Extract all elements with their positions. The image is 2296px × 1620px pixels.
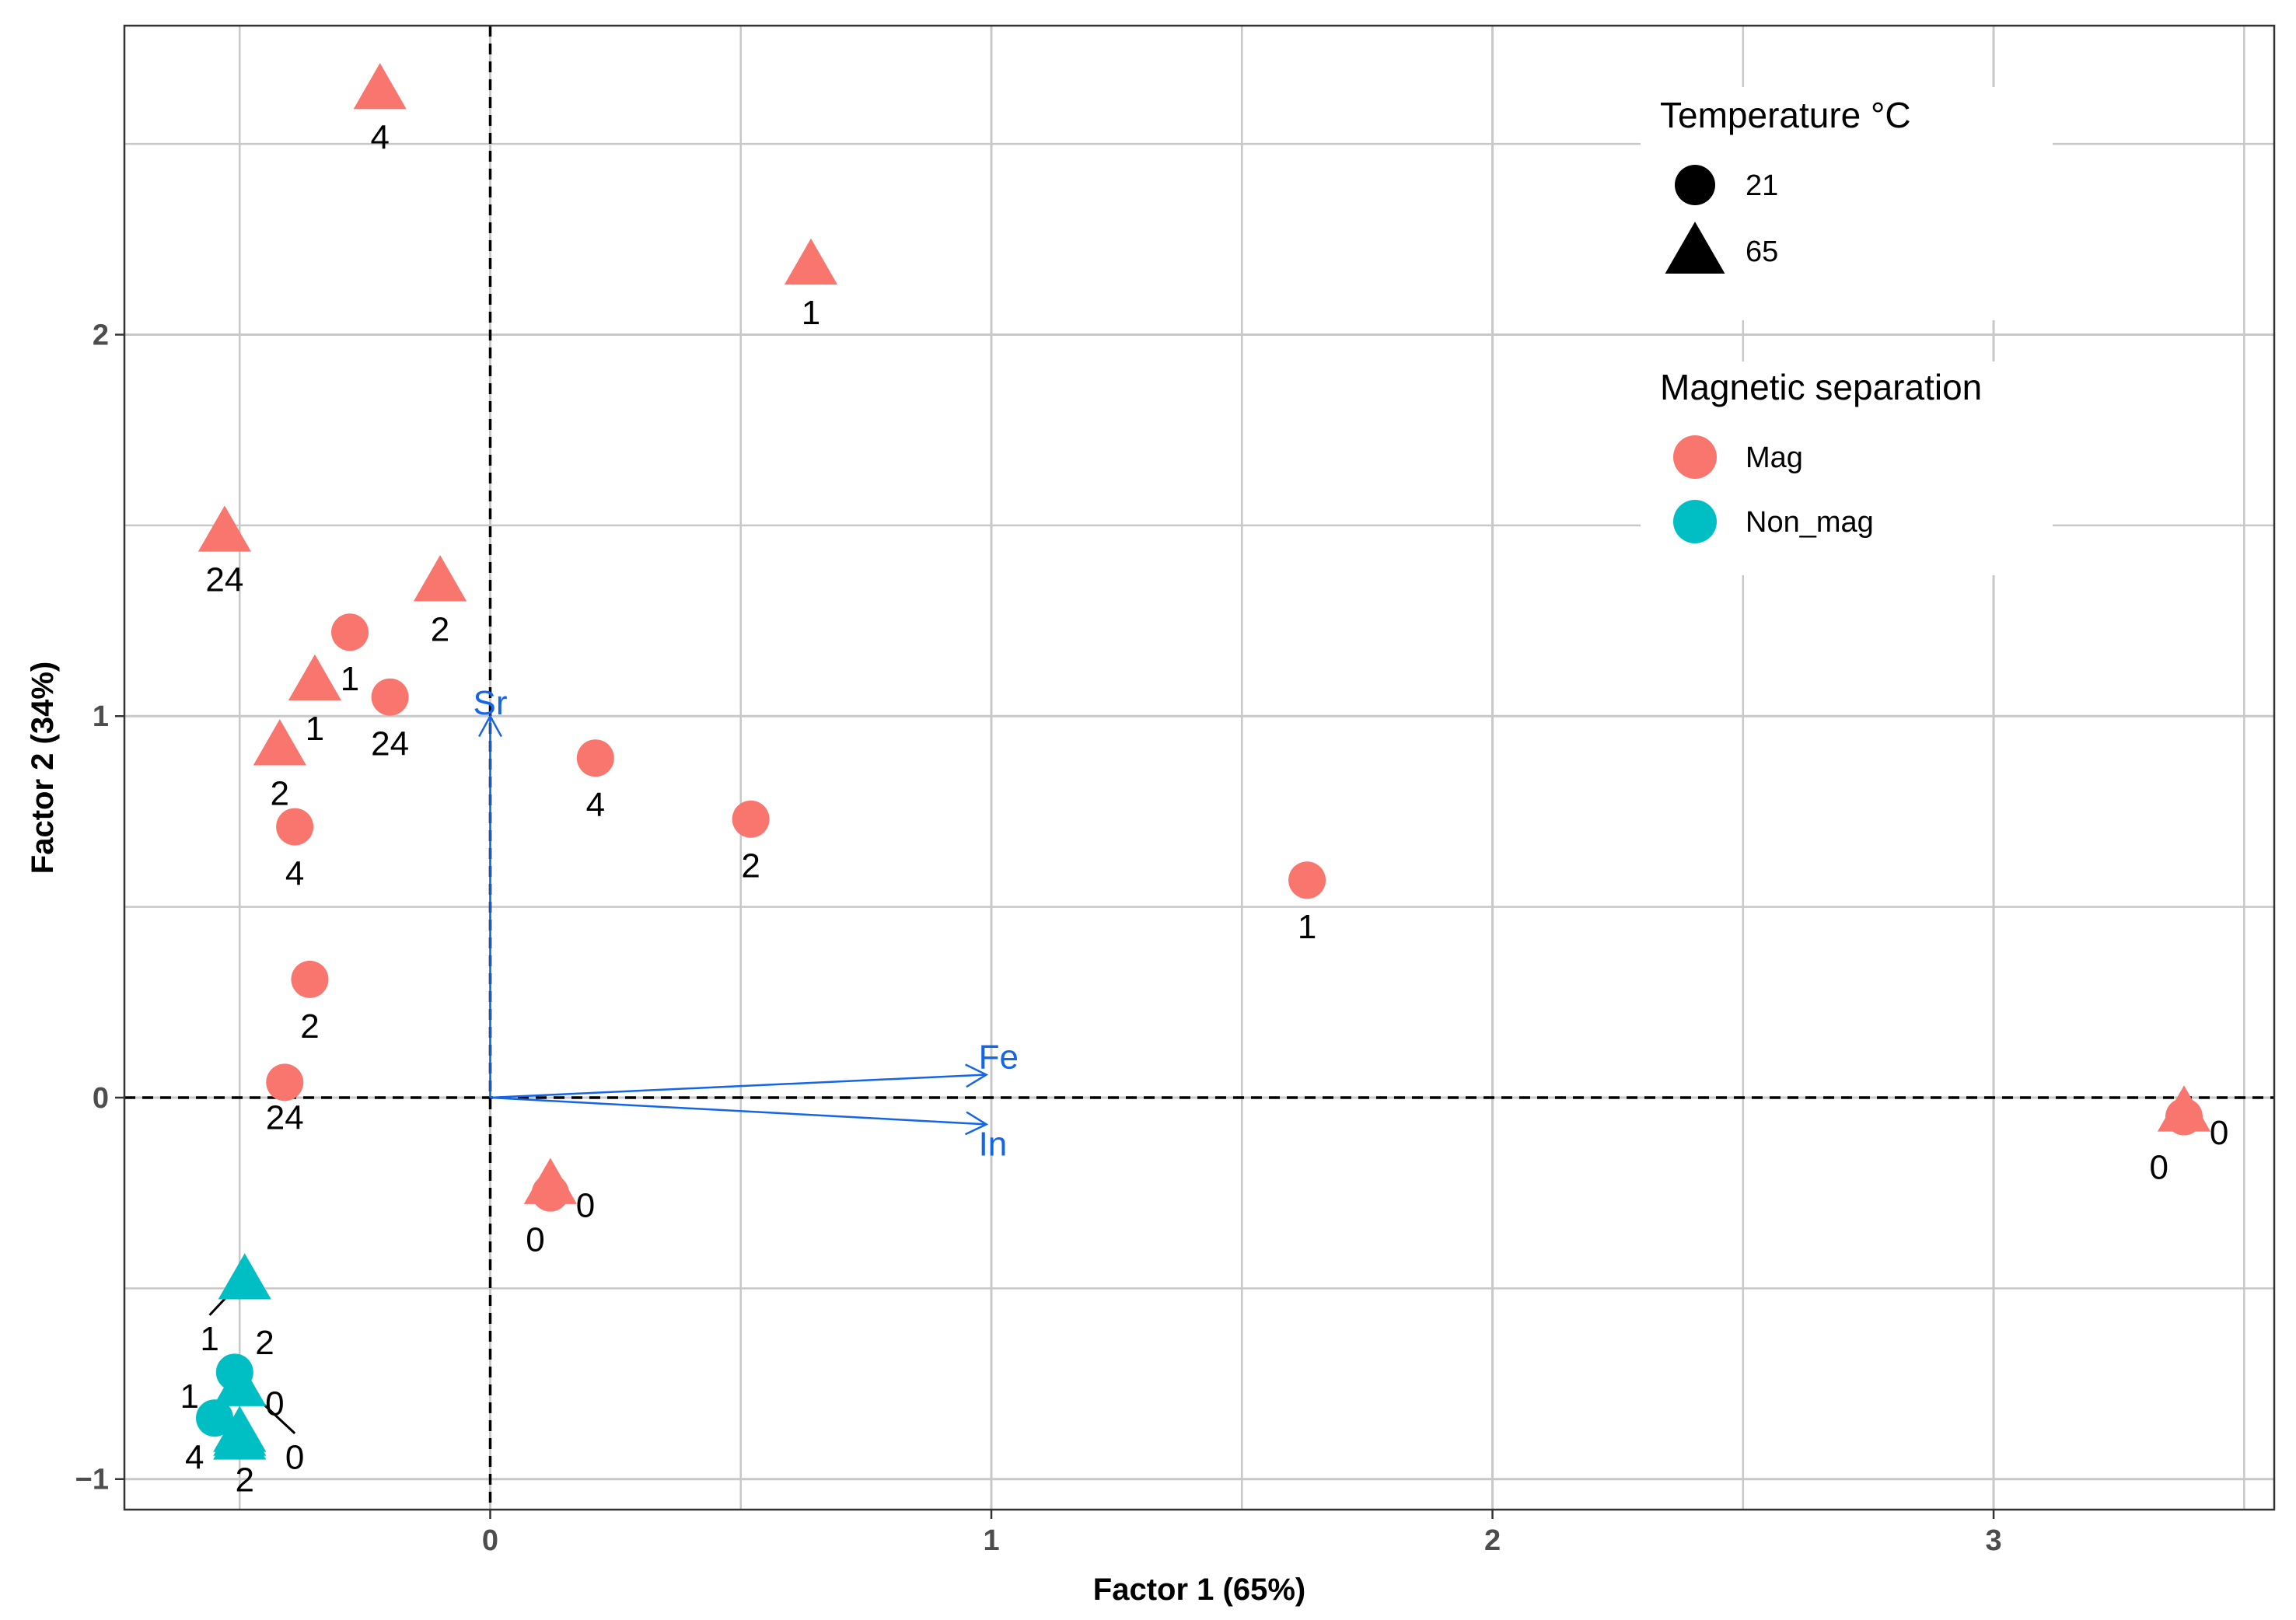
data-points <box>196 63 2211 1460</box>
vector-label-in: In <box>979 1125 1008 1163</box>
point-label: 1 <box>180 1377 199 1416</box>
vector-in-arrowhead <box>964 1111 989 1136</box>
point-label: 0 <box>526 1221 544 1259</box>
point-non_mag-65 <box>213 1360 267 1406</box>
point-label: 24 <box>371 725 409 763</box>
point-mag-65 <box>253 719 306 766</box>
legend-temperature-title: Temperature °C <box>1660 95 1911 135</box>
legend-magnetic-title: Magnetic separation <box>1660 367 1982 407</box>
point-label: 2 <box>300 1007 319 1046</box>
point-label: 2 <box>741 847 760 885</box>
y-tick-label: 2 <box>93 319 109 352</box>
point-mag-21 <box>531 1174 569 1212</box>
point-label: 2 <box>235 1461 253 1500</box>
point-non_mag-65 <box>213 1413 267 1460</box>
vector-fe-line <box>490 1074 987 1099</box>
point-label: 0 <box>265 1385 284 1423</box>
loading-vectors: Sr Fe In <box>474 684 1019 1163</box>
vector-sr-arrowhead <box>478 714 502 738</box>
point-mag-21 <box>331 613 369 651</box>
point-label: 1 <box>1298 908 1316 946</box>
point-label: 0 <box>2150 1148 2168 1186</box>
point-mag-65 <box>413 555 467 602</box>
point-label: 0 <box>2210 1114 2228 1152</box>
y-axis-ticks: −1 0 1 2 <box>75 319 124 1496</box>
point-mag-21 <box>1288 861 1326 899</box>
legend-magnetic-entry: Mag <box>1746 442 1803 474</box>
point-label: 24 <box>266 1099 304 1137</box>
point-mag-65 <box>288 654 342 701</box>
x-tick-label: 3 <box>1985 1524 2001 1557</box>
point-label: 2 <box>431 610 449 648</box>
x-tick-label: 0 <box>482 1524 498 1557</box>
vector-label-sr: Sr <box>474 684 508 722</box>
point-mag-65 <box>197 505 252 552</box>
point-mag-65 <box>353 63 407 110</box>
point-label: 1 <box>306 710 324 748</box>
point-mag-65 <box>784 238 838 285</box>
y-tick-label: 0 <box>93 1082 109 1115</box>
vector-label-fe: Fe <box>979 1039 1019 1077</box>
legend-magnetic-entry: Non_mag <box>1746 506 1874 539</box>
point-mag-21 <box>371 678 409 716</box>
point-label: 24 <box>205 561 243 599</box>
legend-triangle-icon <box>1665 222 1725 274</box>
plot-panel-border <box>123 24 2276 1511</box>
legend-color-swatch <box>1673 500 1717 543</box>
y-axis-title: Factor 2 (34%) <box>26 662 60 874</box>
point-label: 1 <box>802 294 820 332</box>
y-tick-label: 1 <box>93 700 109 733</box>
point-label: 2 <box>255 1324 274 1362</box>
x-axis-title: Factor 1 (65%) <box>1093 1573 1305 1607</box>
point-mag-21 <box>291 960 329 998</box>
legend-color-swatch <box>1673 435 1717 479</box>
x-tick-label: 2 <box>1484 1524 1501 1557</box>
x-axis-ticks: 0 1 2 3 <box>482 1510 2002 1557</box>
point-label: 1 <box>341 660 359 698</box>
point-non_mag-65 <box>218 1253 271 1300</box>
legend-temperature-background <box>1641 87 2053 320</box>
legend-temperature-entry: 21 <box>1746 169 1778 202</box>
legend-circle-icon <box>1675 165 1715 205</box>
point-mag-21 <box>276 808 314 846</box>
point-label: 2 <box>271 774 289 812</box>
point-mag-21 <box>576 739 614 777</box>
point-mag-21 <box>266 1063 304 1102</box>
legend-temperature-entry: 65 <box>1746 236 1778 268</box>
point-label: 0 <box>576 1186 595 1224</box>
point-label: 1 <box>200 1320 218 1358</box>
point-label: 4 <box>586 786 605 824</box>
point-mag-21 <box>732 800 770 838</box>
point-label: 4 <box>185 1438 204 1476</box>
vector-fe-arrowhead <box>965 1063 989 1088</box>
vector-in-line <box>490 1096 987 1126</box>
x-tick-label: 1 <box>983 1524 999 1557</box>
point-label: 4 <box>285 854 304 892</box>
point-label: 4 <box>370 118 389 156</box>
point-label: 0 <box>285 1438 304 1476</box>
point-non_mag-21 <box>196 1399 234 1437</box>
y-tick-label: −1 <box>75 1464 109 1496</box>
point-mag-21 <box>2165 1098 2203 1136</box>
legend: Temperature °C 21 65 Magnetic separation Mag… <box>1641 87 2053 575</box>
